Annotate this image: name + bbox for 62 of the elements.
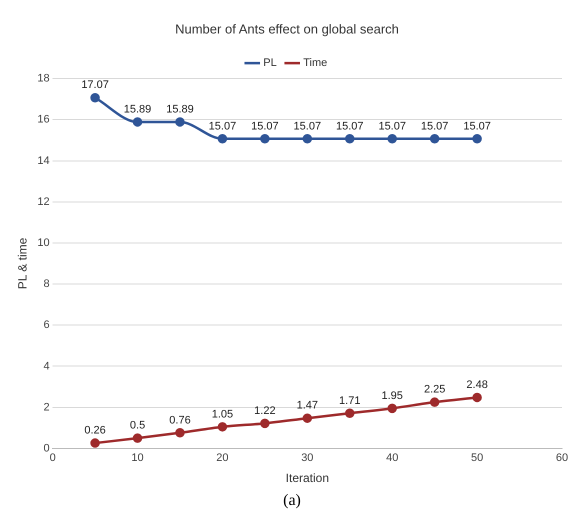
data-label: 15.07 [463, 120, 491, 132]
legend-label: PL [263, 57, 277, 70]
point [90, 92, 100, 102]
point [472, 392, 482, 402]
y-tick-label: 8 [44, 278, 50, 290]
x-tick-label: 30 [301, 452, 314, 464]
data-label: 1.95 [382, 390, 403, 402]
point [218, 134, 228, 144]
data-label: 1.05 [212, 408, 234, 420]
point [260, 418, 270, 428]
data-label: 15.89 [166, 103, 194, 116]
data-label: 15.07 [251, 120, 279, 132]
y-tick-label: 10 [37, 236, 50, 249]
data-label: 2.48 [466, 378, 488, 391]
chart-title: Number of Ants effect on global search [175, 21, 399, 36]
data-label: 15.07 [336, 120, 364, 132]
point [387, 134, 397, 144]
y-axis-title: PL & time [16, 237, 30, 290]
point [175, 428, 185, 438]
data-label: 0.26 [84, 424, 106, 437]
data-label: 15.07 [378, 120, 406, 132]
y-tick-label: 18 [37, 72, 50, 85]
x-tick-label: 40 [386, 452, 398, 464]
data-label: 15.07 [208, 120, 236, 132]
data-label: 15.07 [294, 120, 322, 132]
data-label: 2.25 [424, 384, 446, 396]
point [472, 134, 482, 144]
y-tick-label: 12 [37, 196, 50, 208]
data-label: 15.07 [420, 120, 448, 132]
data-label: 1.71 [339, 394, 360, 407]
point [387, 404, 397, 414]
y-tick-label: 2 [44, 401, 50, 414]
x-tick-label: 20 [216, 452, 229, 464]
data-label: 0.5 [130, 420, 146, 432]
data-label: 1.22 [254, 404, 276, 417]
data-label: 0.76 [169, 414, 191, 426]
y-tick-label: 6 [44, 319, 50, 332]
x-axis-title: Iteration [286, 471, 329, 486]
y-tick-label: 4 [44, 360, 50, 372]
point [90, 438, 100, 448]
y-tick-label: 14 [37, 154, 50, 167]
point [430, 134, 440, 144]
point [260, 134, 270, 144]
point [302, 134, 312, 144]
point [218, 422, 228, 432]
point [345, 134, 355, 144]
point [345, 408, 355, 418]
data-label: 17.07 [81, 79, 109, 92]
x-tick-label: 50 [470, 452, 484, 464]
data-label: 15.89 [124, 103, 152, 116]
text: (a) [282, 492, 302, 510]
point [132, 117, 142, 127]
legend-label: Time [303, 57, 328, 70]
x-tick-label: 10 [131, 452, 144, 464]
y-tick-label: 16 [37, 114, 50, 126]
point [302, 413, 312, 423]
point [430, 397, 440, 407]
x-tick-label: 60 [556, 452, 568, 464]
point [132, 433, 142, 443]
point [175, 117, 185, 127]
y-tick-label: 0 [44, 442, 50, 454]
data-label: 1.47 [296, 400, 318, 412]
